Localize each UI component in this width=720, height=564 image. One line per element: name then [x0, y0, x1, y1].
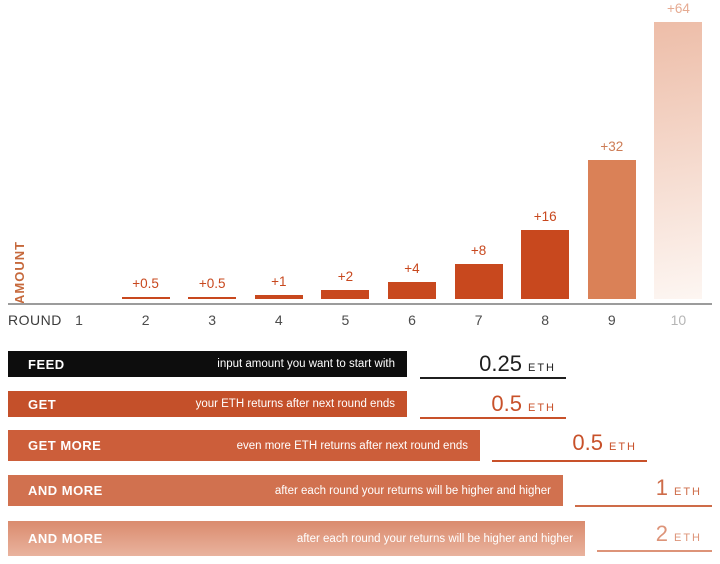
x-tick-2: 2	[141, 312, 150, 328]
x-axis-label: ROUND	[8, 312, 62, 328]
value-unit: ETH	[528, 402, 556, 414]
row-and-more-1-label: AND MORE	[28, 483, 103, 498]
bar-value-label: +0.5	[198, 276, 226, 291]
row-get-bar: GET your ETH returns after next round en…	[8, 391, 407, 417]
row-and-more-1-bar: AND MORE after each round your returns w…	[8, 475, 563, 506]
row-feed-description: input amount you want to start with	[217, 358, 395, 370]
bar-value-label: +1	[271, 274, 287, 289]
chart-bar-round-2	[121, 297, 170, 299]
row-get-more-value: 0.5 ETH	[492, 430, 647, 462]
bar-value-label: +8	[470, 243, 487, 258]
row-get-more-description: even more ETH returns after next round e…	[236, 439, 468, 452]
row-get-label: GET	[28, 396, 57, 412]
row-get-more-bar: GET MORE even more ETH returns after nex…	[8, 430, 480, 461]
row-and-more-2-bar: AND MORE after each round your returns w…	[8, 521, 585, 556]
chart-bar-round-7	[454, 264, 503, 299]
x-tick-6: 6	[408, 312, 416, 328]
x-tick-1: 1	[75, 312, 83, 328]
value-unit: ETH	[674, 532, 702, 544]
chart-bar-round-4	[254, 295, 303, 299]
value-number: 1	[655, 475, 668, 500]
row-get-description: your ETH returns after next round ends	[195, 398, 395, 410]
value-number: 2	[655, 521, 668, 546]
row-feed-bar: FEED input amount you want to start with	[8, 351, 407, 377]
chart-bar-round-6	[388, 282, 436, 299]
row-and-more-1-description: after each round your returns will be hi…	[274, 484, 551, 497]
x-tick-8: 8	[541, 312, 550, 328]
value-number: 0.5	[572, 430, 603, 455]
x-tick-7: 7	[474, 312, 483, 328]
value-unit: ETH	[528, 362, 556, 374]
value-number: 0.25	[479, 351, 522, 376]
y-axis-label: AMOUNT	[12, 240, 27, 304]
row-and-more-1-value: 1 ETH	[575, 475, 712, 507]
bar-value-label: +0.5	[132, 276, 159, 291]
x-tick-3: 3	[208, 312, 217, 328]
value-number: 0.5	[491, 391, 522, 416]
bar-value-label: +16	[533, 209, 557, 224]
row-feed-label: FEED	[28, 356, 65, 372]
x-tick-4: 4	[274, 312, 283, 328]
chart-bar-round-3	[188, 297, 237, 299]
chart-bar-round-5	[321, 290, 370, 299]
bar-value-label: +4	[404, 261, 420, 276]
x-axis-line	[8, 303, 712, 305]
bar-value-label: +2	[337, 269, 354, 284]
row-get-value: 0.5 ETH	[420, 391, 566, 419]
bar-chart: AMOUNT ROUND 1 2 +0.5 3 +0.5 4 +1 5 +2 6 +4 7 +8 8 +16…	[8, 1, 712, 328]
x-tick-5: 5	[341, 312, 350, 328]
row-and-more-2-value: 2 ETH	[597, 521, 712, 552]
row-get-more-label: GET MORE	[28, 438, 102, 453]
bar-value-label: +64	[666, 1, 690, 16]
bar-value-label: +32	[600, 139, 624, 154]
chart-bar-round-8	[521, 230, 570, 299]
x-tick-10: 10	[670, 312, 687, 328]
chart-bar-round-10	[654, 22, 703, 299]
chart-bar-round-9	[587, 160, 636, 299]
x-tick-9: 9	[607, 312, 616, 328]
row-and-more-2-description: after each round your returns will be hi…	[296, 532, 573, 545]
row-and-more-2-label: AND MORE	[28, 531, 103, 546]
value-unit: ETH	[609, 441, 637, 453]
row-feed-value: 0.25 ETH	[420, 351, 566, 379]
value-unit: ETH	[674, 486, 702, 498]
